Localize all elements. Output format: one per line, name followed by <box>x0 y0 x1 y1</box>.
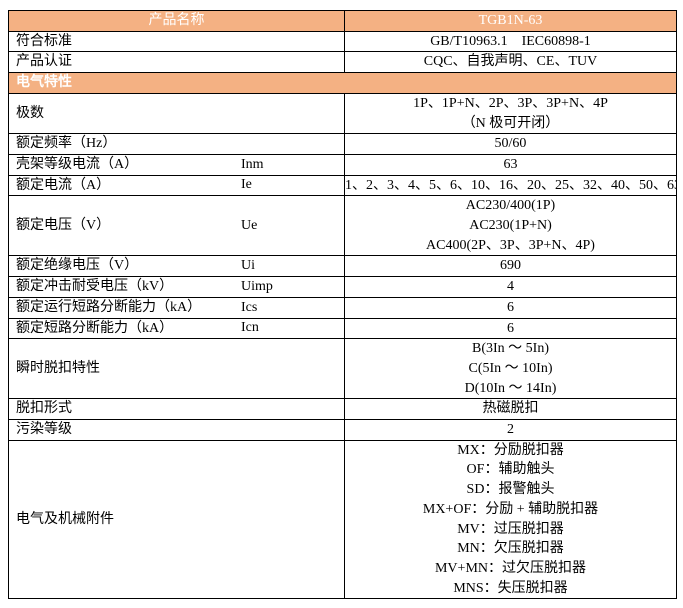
table-row-rated-current: 额定电流（A） Ie 1、2、3、4、5、6、10、16、20、25、32、40… <box>8 174 677 197</box>
spec-label: 瞬时脱扣特性 <box>16 360 100 376</box>
frequency-label-cell: 额定频率（Hz） <box>8 133 345 155</box>
spec-value-line: 6 <box>507 299 514 315</box>
section-title: 电气特性 <box>8 72 677 94</box>
standards-label-cell: 符合标准 <box>8 30 345 53</box>
spec-value-line: AC230/400(1P) <box>465 198 556 214</box>
insulation-voltage-label-cell: 额定绝缘电压（V） Ui <box>8 255 345 278</box>
pollution-degree-value-cell: 2 <box>344 419 677 441</box>
spec-value-line: 50/60 <box>494 136 527 152</box>
spec-value-line: MV+MN：过欠压脱扣器 <box>434 560 586 576</box>
rated-current-value-cell: 1、2、3、4、5、6、10、16、20、25、32、40、50、63 <box>344 174 677 197</box>
table-row-service-breaking: 额定运行短路分断能力（kA） Ics 6 <box>8 296 677 319</box>
spec-label: 额定绝缘电压（V） <box>16 258 139 274</box>
rated-current-label-cell: 额定电流（A） Ie <box>8 174 345 197</box>
spec-symbol: Uimp <box>241 279 273 295</box>
spec-label: 电气及机械附件 <box>16 511 114 527</box>
spec-symbol: Ui <box>241 258 255 274</box>
table-row-poles: 极数 1P、1P+N、2P、3P、3P+N、4P （N 极可开闭） <box>8 92 677 135</box>
trip-characteristics-value-cell: B(3In ～ 5In) C(5In ～ 10In) D(10In ～ 14In… <box>344 338 677 400</box>
product-name-header-cell: 产品名称 <box>8 10 345 32</box>
spec-label: 污染等级 <box>16 422 72 438</box>
spec-symbol: Icn <box>241 320 259 336</box>
spec-value-line: MX+OF：分励 + 辅助脱扣器 <box>422 501 599 517</box>
table-header-row: 产品名称 TGB1N-63 <box>8 10 677 32</box>
spec-value-line: 1、2、3、4、5、6、10、16、20、25、32、40、50、63 <box>345 177 677 193</box>
rated-voltage-value-cell: AC230/400(1P) AC230(1P+N) AC400(2P、3P、3P… <box>344 195 677 257</box>
ultimate-breaking-label-cell: 额定短路分断能力（kA） Icn <box>8 317 345 340</box>
certification-value-cell: CQC、自我声明、CE、TUV <box>344 51 677 74</box>
product-spec-table: 产品名称 TGB1N-63 符合标准 GB/T10963.1 IEC60898-… <box>8 10 677 600</box>
spec-label: 额定短路分断能力（kA） <box>16 320 174 336</box>
frame-current-label-cell: 壳架等级电流（A） Inm <box>8 153 345 176</box>
trip-type-value-cell: 热磁脱扣 <box>344 398 677 421</box>
spec-symbol: Ue <box>241 218 258 234</box>
table-row-accessories: 电气及机械附件 MX：分励脱扣器 OF：辅助触头 SD：报警触头 MX+OF：分… <box>8 439 677 600</box>
spec-value-line: OF：辅助触头 <box>466 462 555 478</box>
table-row-frequency: 额定频率（Hz） 50/60 <box>8 133 677 155</box>
spec-label: 额定运行短路分断能力（kA） <box>16 299 202 315</box>
spec-label: 额定电流（A） <box>16 177 111 193</box>
table-row-frame-current: 壳架等级电流（A） Inm 63 <box>8 153 677 176</box>
spec-value-line: 2 <box>507 422 514 438</box>
spec-value-line: 63 <box>503 156 518 172</box>
spec-value-line: C(5In ～ 10In) <box>468 360 553 376</box>
product-model-cell: TGB1N-63 <box>344 10 677 32</box>
table-row-ultimate-breaking: 额定短路分断能力（kA） Icn 6 <box>8 317 677 340</box>
trip-characteristics-label-cell: 瞬时脱扣特性 <box>8 338 345 400</box>
table-row-insulation-voltage: 额定绝缘电压（V） Ui 690 <box>8 255 677 278</box>
spec-value-line: AC400(2P、3P、3P+N、4P) <box>426 237 595 253</box>
spec-label: 额定电压（V） <box>16 218 111 234</box>
rated-voltage-label-cell: 额定电压（V） Ue <box>8 195 345 257</box>
spec-value-line: （N 极可开闭） <box>461 115 560 131</box>
spec-symbol: Ics <box>241 299 258 315</box>
spec-value-line: 690 <box>500 258 521 274</box>
spec-label: 壳架等级电流（A） <box>16 156 139 172</box>
accessories-value-cell: MX：分励脱扣器 OF：辅助触头 SD：报警触头 MX+OF：分励 + 辅助脱扣… <box>344 439 677 600</box>
table-row-pollution-degree: 污染等级 2 <box>8 419 677 441</box>
table-row-trip-characteristics: 瞬时脱扣特性 B(3In ～ 5In) C(5In ～ 10In) D(10In… <box>8 338 677 400</box>
accessories-label-cell: 电气及机械附件 <box>8 439 345 600</box>
spec-value-line: MN：欠压脱扣器 <box>457 541 564 557</box>
spec-value-line: SD：报警触头 <box>466 482 555 498</box>
impulse-voltage-value-cell: 4 <box>344 276 677 298</box>
pollution-degree-label-cell: 污染等级 <box>8 419 345 441</box>
spec-label: 脱扣形式 <box>16 401 72 417</box>
section-header-row: 电气特性 <box>8 72 677 94</box>
trip-type-label-cell: 脱扣形式 <box>8 398 345 421</box>
spec-value-line: MNS：失压脱扣器 <box>453 580 568 596</box>
table-row-standards: 符合标准 GB/T10963.1 IEC60898-1 <box>8 30 677 53</box>
table-row-trip-type: 脱扣形式 热磁脱扣 <box>8 398 677 421</box>
spec-value-line: MV：过压脱扣器 <box>457 521 564 537</box>
frame-current-value-cell: 63 <box>344 153 677 176</box>
spec-value-line: 4 <box>507 279 514 295</box>
spec-value-line: 1P、1P+N、2P、3P、3P+N、4P <box>413 95 608 111</box>
spec-label: 额定冲击耐受电压（kV） <box>16 279 174 295</box>
table-row-certification: 产品认证 CQC、自我声明、CE、TUV <box>8 51 677 74</box>
spec-value-line: B(3In ～ 5In) <box>472 341 549 357</box>
table-row-rated-voltage: 额定电压（V） Ue AC230/400(1P) AC230(1P+N) AC4… <box>8 195 677 257</box>
spec-value-line: 6 <box>507 320 514 336</box>
spec-value-line: 热磁脱扣 <box>482 401 539 417</box>
table-row-impulse-voltage: 额定冲击耐受电压（kV） Uimp 4 <box>8 276 677 298</box>
spec-symbol: Ie <box>241 177 252 193</box>
frequency-value-cell: 50/60 <box>344 133 677 155</box>
spec-value-line: D(10In ～ 14In) <box>464 380 557 396</box>
service-breaking-label-cell: 额定运行短路分断能力（kA） Ics <box>8 296 345 319</box>
insulation-voltage-value-cell: 690 <box>344 255 677 278</box>
service-breaking-value-cell: 6 <box>344 296 677 319</box>
spec-value-line: MX：分励脱扣器 <box>457 442 564 458</box>
spec-label: 额定频率（Hz） <box>16 136 117 152</box>
poles-label-cell: 极数 <box>8 92 345 135</box>
ultimate-breaking-value-cell: 6 <box>344 317 677 340</box>
spec-symbol: Inm <box>241 156 264 172</box>
certification-label-cell: 产品认证 <box>8 51 345 74</box>
poles-value-cell: 1P、1P+N、2P、3P、3P+N、4P （N 极可开闭） <box>344 92 677 135</box>
impulse-voltage-label-cell: 额定冲击耐受电压（kV） Uimp <box>8 276 345 298</box>
spec-value-line: AC230(1P+N) <box>469 218 552 234</box>
spec-label: 极数 <box>16 105 44 121</box>
standards-value-cell: GB/T10963.1 IEC60898-1 <box>344 30 677 53</box>
